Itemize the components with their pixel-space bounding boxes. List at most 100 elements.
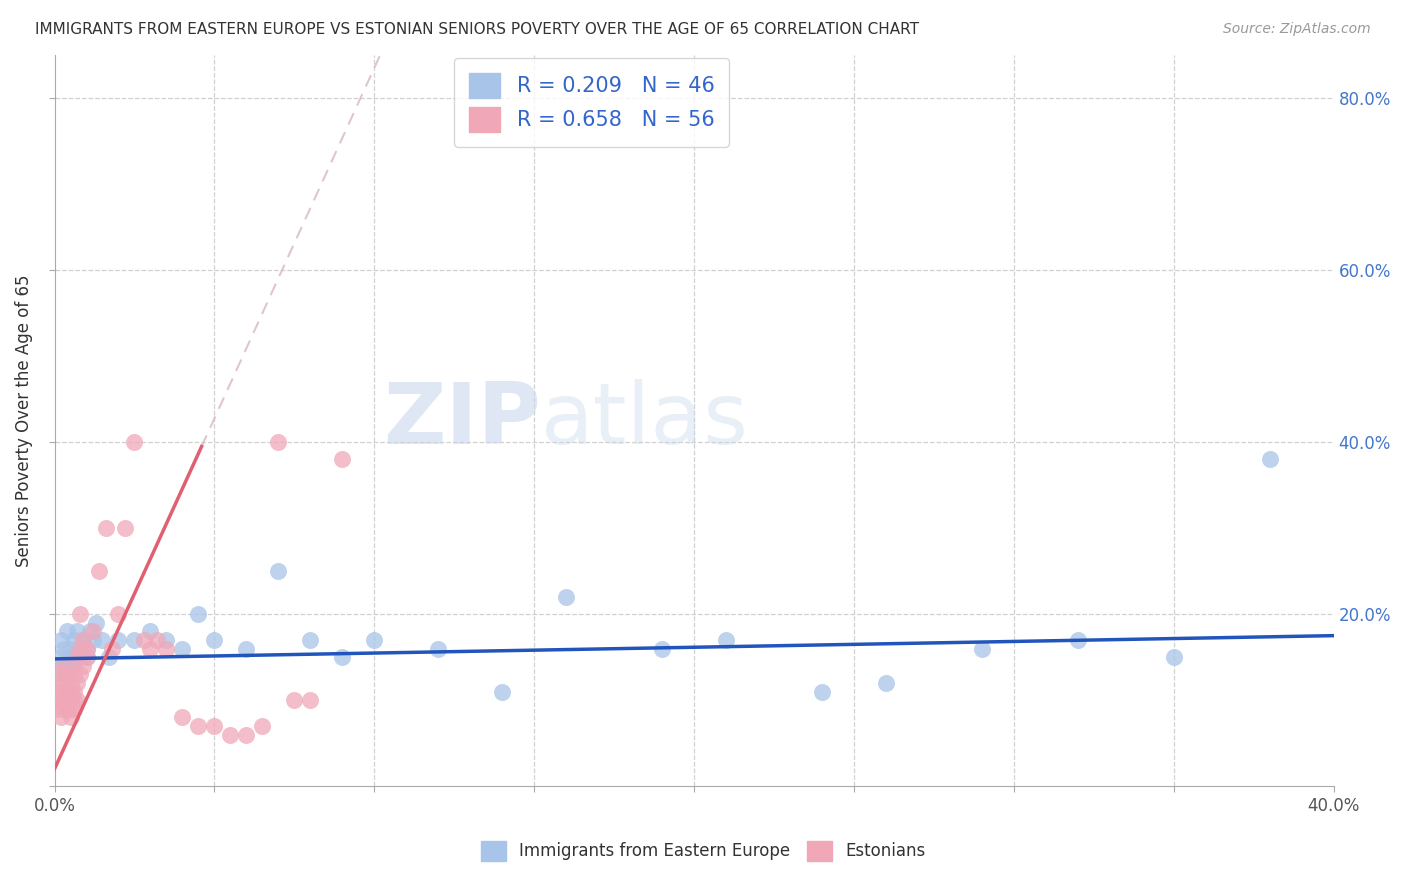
Point — [62, 667, 84, 681]
Legend: R = 0.209   N = 46, R = 0.658   N = 56: R = 0.209 N = 46, R = 0.658 N = 56 — [454, 58, 730, 146]
Text: IMMIGRANTS FROM EASTERN EUROPE VS ESTONIAN SENIORS POVERTY OVER THE AGE OF 65 CO: IMMIGRANTS FROM EASTERN EUROPE VS ESTONI… — [35, 22, 920, 37]
Point — [69, 641, 91, 656]
Point — [187, 719, 209, 733]
Point — [235, 727, 257, 741]
Point — [53, 676, 76, 690]
Point — [69, 641, 91, 656]
Point — [46, 676, 69, 690]
Point — [49, 650, 72, 665]
Point — [89, 564, 111, 578]
Point — [56, 624, 79, 639]
Point — [252, 719, 274, 733]
Point — [53, 641, 76, 656]
Point — [59, 702, 82, 716]
Point — [172, 710, 194, 724]
Point — [91, 632, 114, 647]
Point — [59, 650, 82, 665]
Point — [49, 684, 72, 698]
Point — [204, 719, 226, 733]
Point — [970, 641, 993, 656]
Point — [62, 632, 84, 647]
Point — [82, 632, 104, 647]
Point — [46, 658, 69, 673]
Point — [1163, 650, 1185, 665]
Point — [555, 590, 578, 604]
Point — [101, 641, 124, 656]
Point — [46, 702, 69, 716]
Point — [59, 684, 82, 698]
Point — [76, 650, 98, 665]
Point — [139, 624, 162, 639]
Legend: Immigrants from Eastern Europe, Estonians: Immigrants from Eastern Europe, Estonian… — [474, 834, 932, 868]
Point — [62, 658, 84, 673]
Point — [79, 624, 101, 639]
Point — [66, 624, 89, 639]
Point — [49, 710, 72, 724]
Point — [811, 684, 834, 698]
Point — [66, 676, 89, 690]
Text: Source: ZipAtlas.com: Source: ZipAtlas.com — [1223, 22, 1371, 37]
Point — [330, 650, 353, 665]
Point — [53, 693, 76, 707]
Point — [66, 650, 89, 665]
Point — [53, 658, 76, 673]
Point — [82, 624, 104, 639]
Point — [56, 693, 79, 707]
Point — [76, 641, 98, 656]
Point — [56, 684, 79, 698]
Point — [69, 667, 91, 681]
Point — [172, 641, 194, 656]
Point — [283, 693, 305, 707]
Point — [69, 650, 91, 665]
Point — [84, 615, 107, 630]
Point — [139, 641, 162, 656]
Point — [187, 607, 209, 622]
Point — [299, 693, 322, 707]
Text: atlas: atlas — [540, 379, 748, 462]
Point — [66, 650, 89, 665]
Point — [59, 641, 82, 656]
Point — [267, 435, 290, 450]
Point — [146, 632, 169, 647]
Point — [59, 676, 82, 690]
Point — [235, 641, 257, 656]
Point — [155, 641, 177, 656]
Point — [219, 727, 242, 741]
Point — [59, 693, 82, 707]
Point — [59, 710, 82, 724]
Point — [330, 452, 353, 467]
Point — [491, 684, 513, 698]
Y-axis label: Seniors Poverty Over the Age of 65: Seniors Poverty Over the Age of 65 — [15, 275, 32, 567]
Point — [53, 667, 76, 681]
Point — [49, 667, 72, 681]
Point — [66, 693, 89, 707]
Point — [56, 702, 79, 716]
Point — [107, 607, 129, 622]
Point — [53, 702, 76, 716]
Point — [651, 641, 673, 656]
Point — [97, 650, 120, 665]
Point — [46, 693, 69, 707]
Point — [72, 658, 94, 673]
Point — [132, 632, 155, 647]
Point — [56, 658, 79, 673]
Point — [53, 684, 76, 698]
Point — [363, 632, 385, 647]
Point — [49, 693, 72, 707]
Point — [114, 521, 136, 535]
Point — [94, 521, 117, 535]
Point — [1258, 452, 1281, 467]
Point — [155, 632, 177, 647]
Point — [267, 564, 290, 578]
Point — [69, 607, 91, 622]
Point — [49, 632, 72, 647]
Point — [124, 632, 146, 647]
Point — [62, 702, 84, 716]
Point — [107, 632, 129, 647]
Point — [72, 632, 94, 647]
Point — [76, 641, 98, 656]
Text: ZIP: ZIP — [382, 379, 540, 462]
Point — [62, 684, 84, 698]
Point — [56, 667, 79, 681]
Point — [427, 641, 450, 656]
